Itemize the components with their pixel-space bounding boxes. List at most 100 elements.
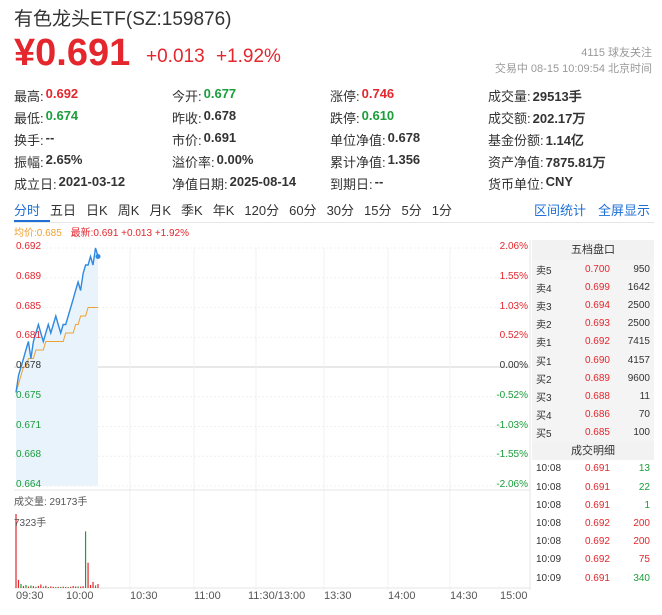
quote-value: 0.692 [45,85,79,101]
orderbook-qty: 9600 [627,372,650,384]
orderbook-price: 0.693 [584,318,610,330]
y-tick-right: -2.06% [496,479,528,490]
quote-row: 振幅: 2.65% 溢价率: 0.00% 累计净值: 1.356 资产净值: 7875.81万 [14,150,654,172]
orderbook-row: 买1 0.690 4157 [532,350,654,370]
orderbook-row: 买5 0.685 100 [532,423,654,442]
trade-row: 10:09 0.691 340 [532,569,654,587]
active-tab-underline [14,220,50,222]
quote-key: 单位净值: [330,132,386,148]
orderbook-price: 0.685 [584,427,610,439]
range-stats-link[interactable]: 区间统计 [533,202,586,218]
tab-8[interactable]: 60分 [289,202,317,218]
quote-key: 市价: [172,132,202,148]
quote-cell: 换手: -- [14,130,172,149]
orderbook-price: 0.699 [584,281,610,293]
y-tick-left: 0.664 [16,479,42,490]
quote-key: 货币单位: [488,176,544,192]
tab-11[interactable]: 5分 [401,202,422,218]
trade-price: 0.692 [584,554,610,566]
legend-avg-price: 均价:0.685 [14,228,62,239]
quote-cell: 跌停: 0.610 [330,108,488,127]
follow-count[interactable]: 4115 球友关注 [581,47,652,59]
chart-tabs: 分时 五日 日K 周K 月K 季K 年K 120分 60分 30分 15分 5分 1分 [14,198,654,220]
quote-value: 7875.81万 [545,154,606,170]
y-tick-right: -1.03% [496,419,528,431]
y-tick-left: 0.675 [16,389,42,401]
orderbook-price: 0.690 [584,354,610,366]
quote-cell: 溢价率: 0.00% [172,152,330,171]
orderbook-qty: 2500 [627,318,650,330]
y-tick-right: -0.52% [496,389,528,401]
x-tick: 14:00 [388,590,416,602]
tab-6[interactable]: 年K [212,202,235,218]
volume-bar [30,585,32,588]
quote-value: 0.610 [361,107,395,123]
volume-label: 成交量: 29173手 [14,497,88,508]
quote-value: 0.691 [203,129,237,145]
volume-bar [84,531,87,588]
quote-value: -- [374,173,384,189]
quote-key: 振幅: [14,154,44,170]
chart-legend: 均价:0.685 最新:0.691 +0.013 +1.92% [14,224,189,239]
volume-bar [60,587,62,588]
tab-10[interactable]: 15分 [364,202,392,218]
orderbook-title: 五档盘口 [532,240,654,260]
orderbook-qty: 11 [639,390,650,402]
orderbook-level: 买4 [536,411,552,423]
volume-bar [65,586,67,588]
tab-12[interactable]: 1分 [431,202,452,218]
tab-5[interactable]: 季K [181,202,203,218]
quote-key: 净值日期: [172,176,228,192]
trade-time: 10:08 [536,463,562,475]
y-tick-right: 1.03% [499,300,528,312]
quote-cell: 市价: 0.691 [172,130,330,149]
quote-key: 最低: [14,110,44,126]
quote-key: 成交量: [488,88,531,104]
volume-bar [89,584,92,588]
tab-2[interactable]: 日K [86,202,108,218]
orderbook-row: 买4 0.686 70 [532,405,654,424]
avg-price-line [15,307,98,393]
tab-1[interactable]: 五日 [50,202,77,218]
orderbook-level: 卖5 [536,265,552,277]
trade-qty: 1 [644,499,650,511]
volume-bar [20,583,22,588]
volume-bar [25,584,27,588]
trade-price: 0.691 [584,481,610,493]
volume-bar [70,586,72,588]
tab-4[interactable]: 月K [149,202,172,218]
quote-value: CNY [545,173,574,189]
quote-value: 202.17万 [532,110,586,126]
trade-qty: 200 [633,536,650,548]
volume-bar [77,586,79,588]
fullscreen-link[interactable]: 全屏显示 [597,202,650,218]
orderbook-qty: 950 [633,263,650,275]
orderbook-row: 买2 0.689 9600 [532,369,654,388]
y-tick-left: 0.678 [16,360,42,371]
tab-9[interactable]: 30分 [326,202,355,218]
orderbook-level: 买1 [536,356,552,368]
y-tick-left: 0.685 [16,300,42,312]
y-tick-right: 0.52% [499,330,528,342]
quote-cell: 货币单位: CNY [488,174,654,193]
volume-bar [72,585,74,588]
quote-row: 最低: 0.674 昨收: 0.678 跌停: 0.610 成交额: 202.17万 [14,106,654,128]
tab-3[interactable]: 周K [117,202,140,218]
quote-row: 成立日: 2021-03-12 净值日期: 2025-08-14 到期日: -- 货币单位:… [14,172,654,194]
x-tick: 11:30/13:00 [248,590,306,602]
y-tick-left: 0.681 [16,330,42,342]
y-tick-right: -1.55% [496,449,528,461]
trade-price: 0.691 [584,572,610,584]
quote-value: -- [45,129,55,145]
orderbook-qty: 2500 [627,299,650,311]
trade-row: 10:08 0.691 13 [532,460,654,478]
volume-bar [47,586,49,588]
quote-key: 换手: [14,132,44,148]
volume-bar [92,581,94,588]
quote-key: 资产净值: [488,154,544,170]
trade-time: 10:09 [536,554,562,566]
tab-0[interactable]: 分时 [14,202,41,218]
chart-actions: 区间统计 全屏显示 [522,198,650,220]
tab-7[interactable]: 120分 [244,202,280,218]
quote-row: 最高: 0.692 今开: 0.677 涨停: 0.746 成交量: 29513手 [14,84,654,106]
